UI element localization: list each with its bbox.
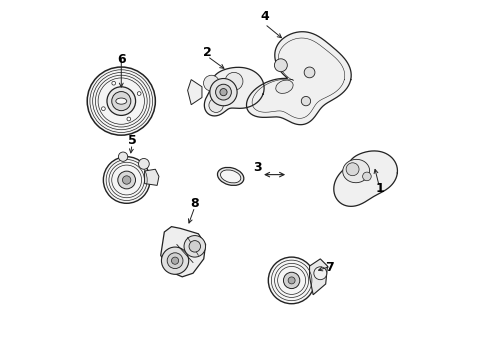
Text: 7: 7 [325, 261, 334, 274]
Ellipse shape [343, 159, 369, 183]
Circle shape [346, 163, 359, 176]
Circle shape [301, 96, 311, 106]
Ellipse shape [276, 80, 293, 93]
Circle shape [101, 107, 105, 111]
Circle shape [288, 277, 295, 284]
Ellipse shape [220, 170, 241, 183]
Circle shape [127, 117, 131, 121]
Text: 6: 6 [117, 53, 125, 66]
Polygon shape [334, 151, 397, 206]
Circle shape [216, 84, 231, 100]
Circle shape [269, 257, 315, 304]
Circle shape [137, 92, 141, 95]
Circle shape [304, 67, 315, 78]
Circle shape [118, 171, 136, 189]
Text: 2: 2 [203, 46, 212, 59]
Polygon shape [246, 32, 351, 125]
Circle shape [283, 272, 300, 289]
Circle shape [103, 157, 150, 203]
Circle shape [203, 75, 220, 91]
Circle shape [139, 158, 149, 169]
Circle shape [274, 59, 287, 72]
Circle shape [225, 72, 243, 90]
Circle shape [184, 235, 205, 257]
Text: 4: 4 [260, 10, 269, 23]
Circle shape [210, 78, 237, 106]
Circle shape [112, 81, 116, 85]
Text: 1: 1 [375, 183, 384, 195]
Polygon shape [188, 80, 202, 105]
Circle shape [87, 67, 155, 135]
Circle shape [119, 152, 128, 161]
Circle shape [220, 89, 227, 96]
Polygon shape [310, 259, 327, 295]
Circle shape [314, 267, 327, 280]
Polygon shape [161, 226, 205, 277]
Text: 8: 8 [191, 197, 199, 210]
Polygon shape [204, 67, 264, 116]
Circle shape [112, 91, 131, 111]
Text: 3: 3 [253, 161, 262, 174]
Circle shape [122, 176, 131, 184]
Polygon shape [145, 169, 159, 185]
Text: 5: 5 [128, 134, 136, 147]
Circle shape [107, 87, 136, 116]
Circle shape [209, 98, 223, 112]
Ellipse shape [116, 98, 127, 104]
Circle shape [161, 247, 189, 274]
Ellipse shape [218, 167, 244, 185]
Circle shape [189, 240, 200, 252]
Circle shape [172, 257, 179, 264]
Circle shape [167, 253, 183, 269]
Circle shape [363, 172, 371, 181]
